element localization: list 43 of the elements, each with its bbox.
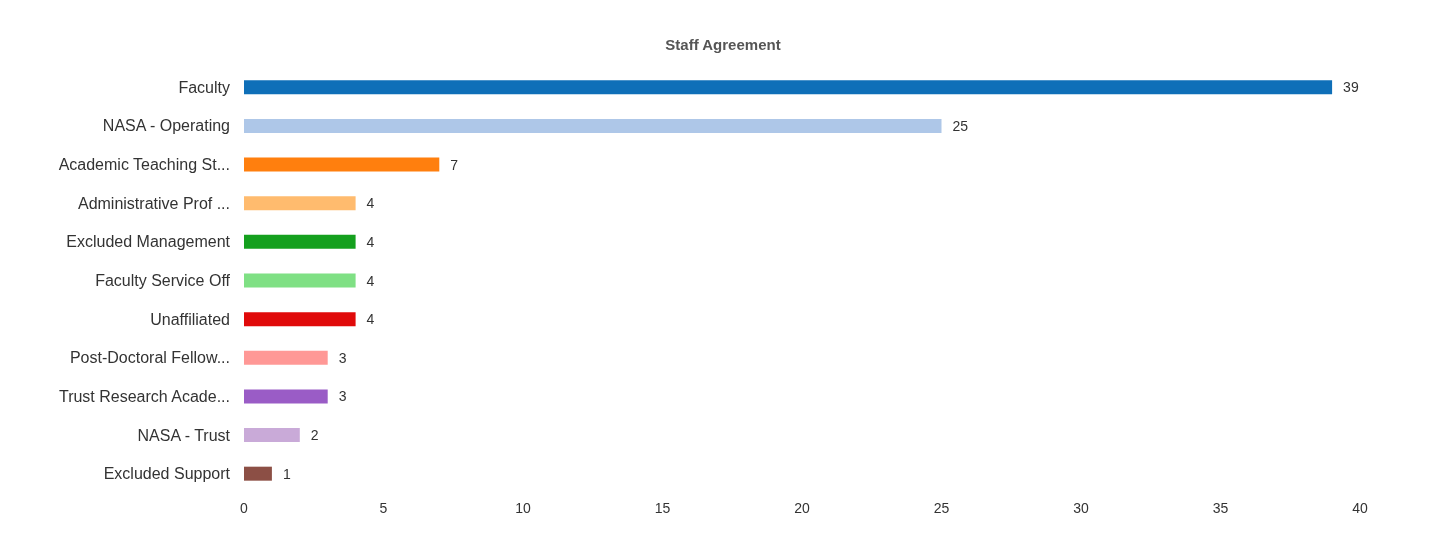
x-tick-label: 5 (379, 500, 388, 516)
bar (244, 234, 356, 249)
bar (244, 273, 356, 288)
y-tick-label: Unaffiliated (150, 310, 230, 328)
data-label: 3 (338, 349, 347, 366)
y-tick-label: Academic Teaching St... (58, 156, 230, 174)
x-tick-label: 40 (1352, 500, 1368, 516)
x-tick-label: 35 (1212, 500, 1229, 516)
x-tick-label: 25 (933, 500, 950, 516)
data-label: 4 (366, 311, 375, 328)
y-tick-label: NASA - Trust (137, 426, 231, 444)
bar (244, 389, 328, 404)
x-tick-label: 0 (240, 500, 249, 516)
bar (244, 350, 328, 365)
y-tick-label: Excluded Management (66, 233, 231, 251)
data-label: 39 (1343, 79, 1359, 96)
bar (244, 466, 272, 481)
y-tick-label: Excluded Support (103, 465, 231, 483)
data-label: 4 (366, 195, 375, 212)
y-tick-label: Post-Doctoral Fellow... (69, 349, 230, 367)
y-tick-label: Administrative Prof ... (77, 194, 230, 212)
bar (244, 196, 356, 211)
y-tick-label: Faculty (178, 78, 230, 96)
bar (244, 428, 300, 443)
bar (244, 157, 440, 172)
data-label: 4 (366, 233, 375, 250)
bar (244, 80, 1333, 95)
y-tick-label: NASA - Operating (102, 117, 230, 135)
bar (244, 312, 356, 327)
x-tick-label: 10 (515, 500, 531, 516)
data-label: 1 (282, 465, 291, 482)
y-tick-label: Trust Research Acade... (58, 387, 230, 405)
x-tick-label: 15 (654, 500, 671, 516)
chart-title: Staff Agreement (665, 36, 781, 53)
data-label: 25 (952, 117, 969, 134)
x-tick-label: 30 (1073, 500, 1089, 516)
data-label: 2 (310, 427, 319, 444)
bar (244, 118, 942, 133)
data-label: 4 (366, 272, 375, 289)
data-label: 3 (338, 388, 347, 405)
x-tick-label: 20 (794, 500, 810, 516)
y-tick-label: Faculty Service Off (95, 272, 231, 289)
data-label: 7 (450, 156, 459, 173)
